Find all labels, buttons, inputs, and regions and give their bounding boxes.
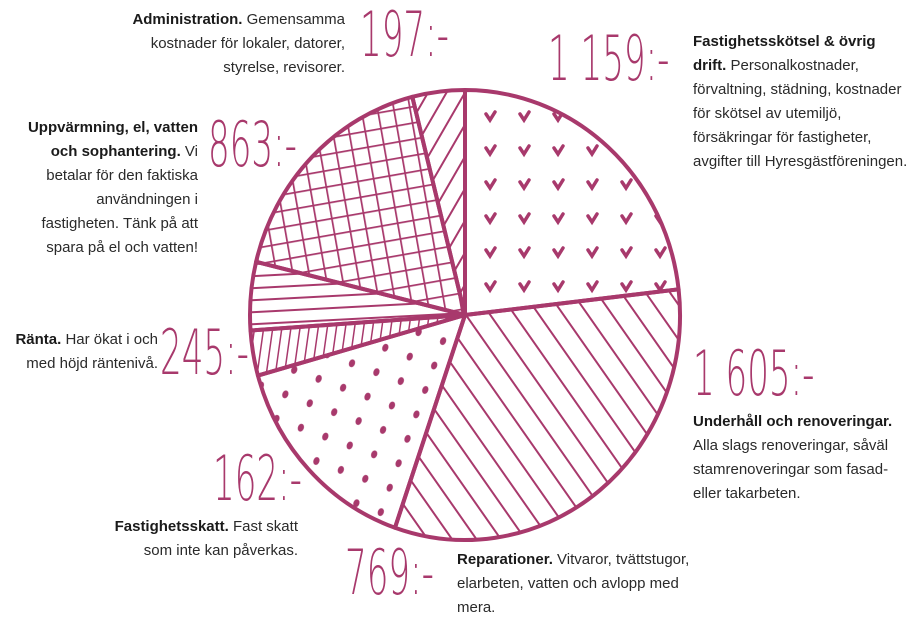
slice-description: Fastighetsskötsel & övrig drift. Persona…: [693, 30, 911, 174]
pie-slice: [465, 90, 679, 315]
value-label: 769:-: [345, 542, 434, 604]
value-label: 1 159:-: [548, 28, 669, 90]
value-label: 863:-: [208, 114, 297, 176]
slice-description: Ränta. Har ökat i och med höjd räntenivå…: [8, 328, 158, 376]
slice-description: Reparationer. Vitvaror, tvättstugor, ela…: [457, 548, 692, 620]
category-name: Underhåll och renoveringar.: [693, 413, 892, 430]
category-name: Ränta.: [15, 331, 61, 348]
value-label: 245:-: [160, 322, 249, 384]
slice-description: Underhåll och renoveringar. Alla slags r…: [693, 410, 893, 506]
value-label: 162:-: [213, 448, 302, 510]
category-name: Uppvärmning, el, vatten och sophantering…: [28, 119, 198, 160]
category-name: Administration.: [132, 11, 242, 28]
value-label: 1 605:-: [693, 343, 814, 405]
value-label: 197:-: [360, 4, 449, 66]
category-name: Reparationer.: [457, 551, 553, 568]
category-text: Personalkostnader, förvaltning, städning…: [693, 57, 907, 170]
category-text: Alla slags renoveringar, såväl stamrenov…: [693, 437, 888, 502]
category-name: Fastighetsskatt.: [115, 518, 229, 535]
slice-description: Fastighetsskatt. Fast skatt som inte kan…: [98, 515, 298, 563]
slice-description: Uppvärmning, el, vatten och sophantering…: [18, 116, 198, 260]
slice-description: Administration. Gemensamma kostnader för…: [95, 8, 345, 80]
page: (() => { const data = JSON.parse(documen…: [0, 0, 915, 622]
